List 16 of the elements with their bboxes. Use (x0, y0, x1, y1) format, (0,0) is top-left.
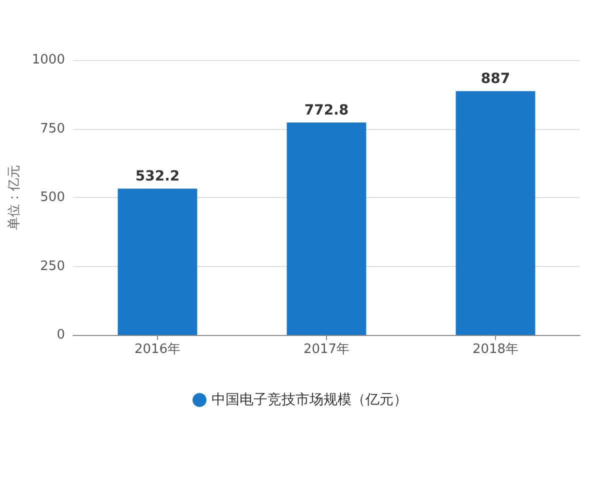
bar (456, 91, 536, 335)
data-label: 772.8 (304, 102, 349, 118)
y-tick-label: 250 (40, 258, 65, 274)
y-tick-label: 750 (40, 121, 65, 136)
x-tick-label: 2017年 (303, 342, 350, 357)
data-label: 887 (480, 71, 510, 88)
y-tick-label: 1000 (32, 52, 65, 68)
x-tick-label: 2018年 (472, 342, 519, 357)
bar (286, 122, 366, 335)
bar (118, 188, 198, 335)
y-tick-label: 500 (40, 190, 65, 205)
x-tick-label: 2016年 (134, 342, 181, 357)
y-tick-label: 0 (56, 328, 65, 342)
data-label: 532.2 (135, 168, 180, 185)
y-axis-title: 单位：亿元 (7, 165, 22, 230)
legend-label: 中国电子竞技市场规模（亿元） (212, 392, 408, 408)
